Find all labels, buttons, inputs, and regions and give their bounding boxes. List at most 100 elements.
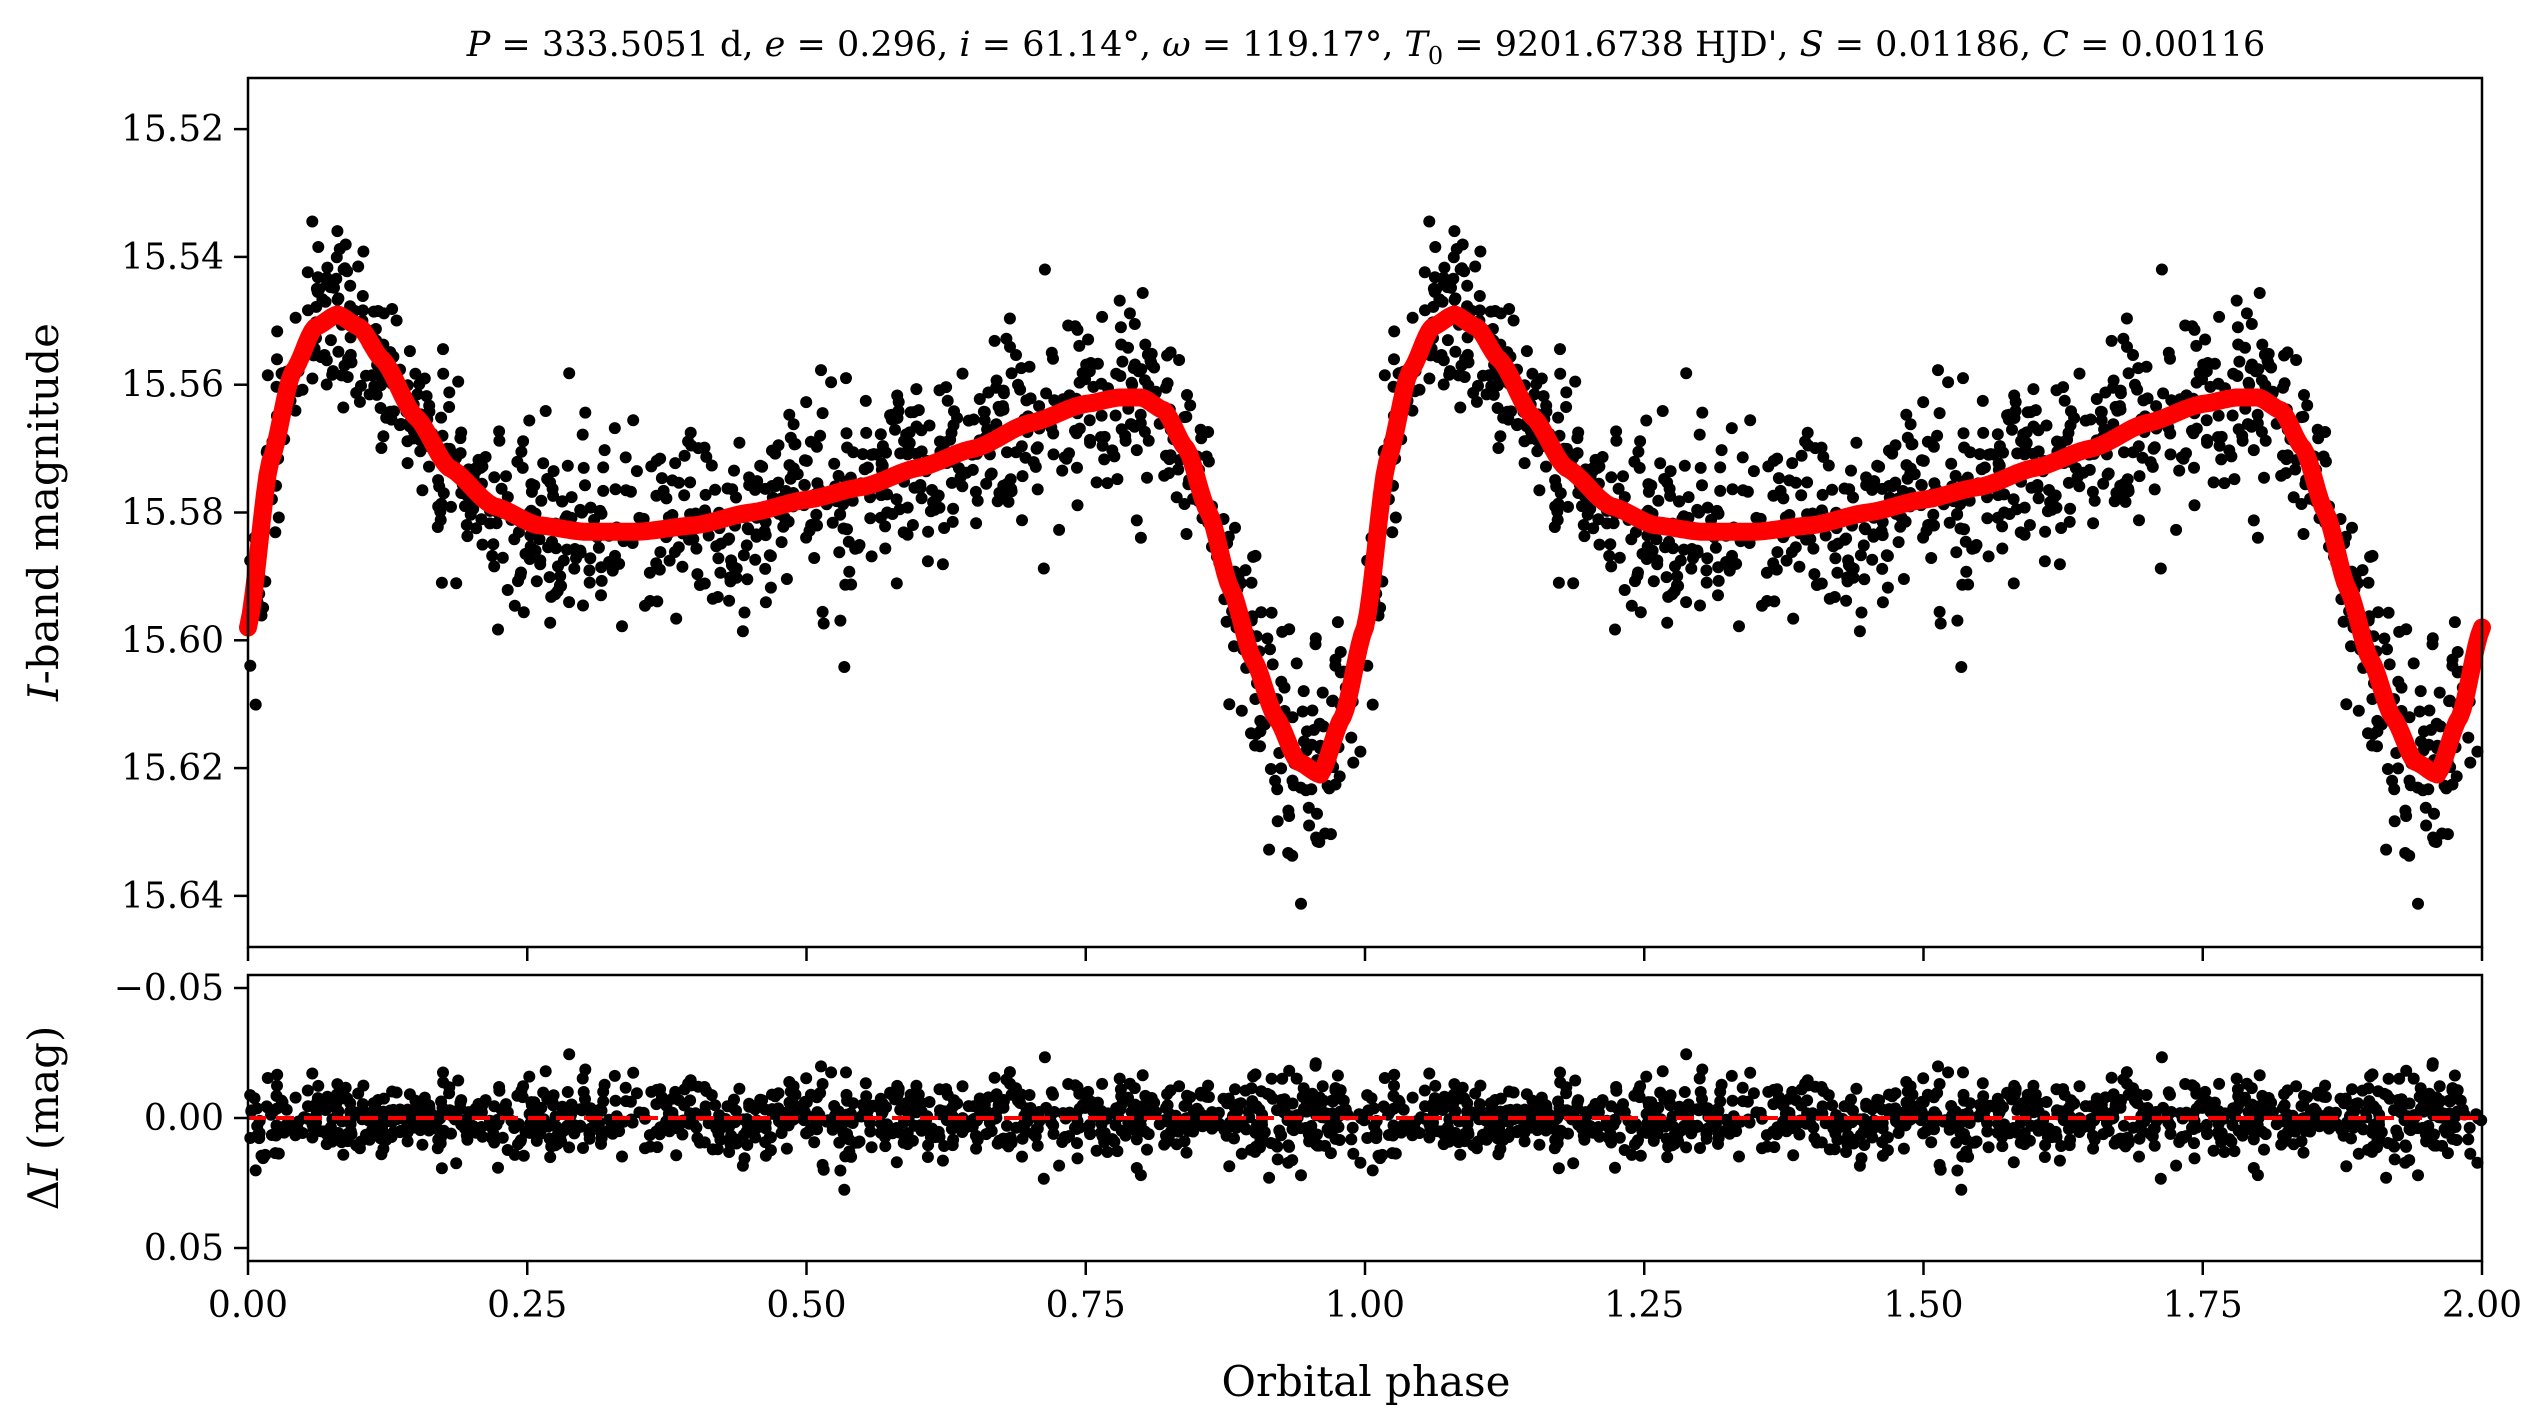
residual-point: [982, 1091, 995, 1104]
photometry-point: [1254, 740, 1266, 753]
photometry-point: [401, 457, 414, 470]
residual-point: [2008, 1079, 2021, 1092]
photometry-point: [1647, 575, 1660, 588]
residual-point: [1847, 1133, 1860, 1146]
photometry-point: [1443, 368, 1456, 381]
residual-point: [838, 1183, 851, 1196]
residual-point: [331, 1106, 344, 1118]
photometry-point: [1817, 450, 1830, 463]
residual-point: [1408, 1123, 1421, 1136]
photometry-point: [2114, 387, 2127, 400]
residual-point: [555, 1135, 568, 1148]
photometry-point: [1128, 420, 1141, 433]
photometry-point: [2228, 473, 2241, 486]
photometry-point: [937, 436, 950, 449]
residual-point: [249, 1164, 262, 1177]
residual-point: [337, 1092, 350, 1105]
residual-point: [2245, 1123, 2258, 1136]
photometry-point: [721, 482, 734, 495]
residual-point: [780, 1142, 793, 1155]
residual-point: [595, 1137, 607, 1150]
photometry-point: [2050, 384, 2063, 397]
photometry-point: [374, 402, 387, 414]
photometry-point: [2232, 338, 2245, 351]
photometry-point: [1488, 368, 1501, 381]
residual-point: [1180, 1099, 1193, 1112]
photometry-point: [1127, 362, 1140, 374]
residual-point: [816, 1158, 829, 1171]
residual-point: [2329, 1106, 2342, 1119]
photometry-point: [2188, 323, 2201, 336]
photometry-point: [997, 479, 1010, 492]
residual-point: [1083, 1118, 1096, 1131]
photometry-point: [980, 477, 993, 490]
photometry-point: [1223, 698, 1236, 711]
photometry-point: [1656, 405, 1669, 417]
residual-point: [1370, 1127, 1383, 1139]
photometry-point: [1048, 394, 1061, 407]
photometry-point: [501, 584, 514, 596]
photometry-point: [1789, 541, 1802, 554]
photometry-point: [1441, 334, 1454, 347]
residual-point: [859, 1077, 872, 1090]
photometry-point: [2136, 451, 2149, 464]
photometry-point: [2155, 263, 2168, 276]
photometry-point: [1540, 460, 1552, 473]
photometry-point: [2200, 414, 2213, 427]
photometry-point: [1954, 498, 1966, 511]
photometry-point: [1934, 617, 1947, 630]
residual-point: [1537, 1097, 1550, 1110]
photometry-point: [496, 551, 509, 564]
residual-point: [970, 1142, 983, 1155]
photometry-point: [1119, 434, 1132, 447]
residual-point: [1020, 1102, 1033, 1115]
photometry-point: [2084, 413, 2097, 426]
residual-point: [2084, 1100, 2097, 1113]
photometry-point: [1300, 744, 1313, 757]
photometry-point: [833, 546, 846, 559]
residual-point: [825, 1066, 838, 1079]
photometry-point: [1567, 577, 1580, 590]
photometry-point: [1897, 573, 1910, 585]
residual-point: [890, 1156, 903, 1169]
photometry-point: [1302, 801, 1315, 814]
residual-point: [1161, 1099, 1174, 1112]
model-curve: [239, 305, 2491, 784]
residual-point: [2275, 1138, 2288, 1151]
residual-point: [1801, 1094, 1814, 1107]
residual-point: [810, 1091, 823, 1104]
photometry-point: [897, 526, 910, 539]
residual-point: [1693, 1072, 1706, 1085]
y-tick-label: 15.54: [121, 237, 224, 278]
residual-point: [676, 1128, 689, 1141]
photometry-point: [2262, 356, 2275, 369]
photometry-point: [1858, 573, 1871, 586]
light-curve-panel: 15.52 15.54 15.56 15.58 15.60 15.62 15.64 I-ba…: [19, 76, 2491, 961]
photometry-point: [723, 594, 736, 607]
residual-point: [1406, 1091, 1419, 1104]
photometry-point: [1448, 225, 1461, 238]
photometry-point: [906, 519, 919, 531]
photometry-point: [714, 566, 727, 579]
photometry-point: [568, 562, 581, 575]
photometry-point: [1016, 470, 1029, 483]
residual-point: [1696, 1093, 1708, 1106]
photometry-point: [2031, 479, 2044, 491]
photometry-point: [1173, 354, 1186, 366]
photometry-point: [1954, 522, 1967, 535]
residual-point: [291, 1123, 304, 1136]
residual-point: [764, 1144, 777, 1157]
residual-point: [1178, 1135, 1191, 1148]
photometry-point: [1116, 355, 1129, 368]
residual-point: [1548, 1142, 1561, 1155]
photometry-point: [1636, 547, 1649, 560]
residual-point: [326, 1135, 339, 1148]
residual-point: [1423, 1067, 1436, 1080]
photometry-point: [2073, 367, 2086, 380]
residual-point: [897, 1136, 910, 1149]
residual-point: [2031, 1119, 2044, 1132]
residual-point: [1130, 1162, 1143, 1174]
photometry-point: [858, 463, 871, 476]
residual-point: [301, 1084, 314, 1097]
residual-point: [561, 1086, 574, 1098]
